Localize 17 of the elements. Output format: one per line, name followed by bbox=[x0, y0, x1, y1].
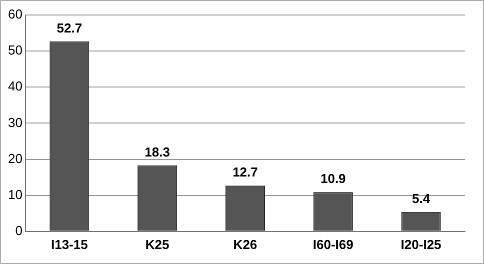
data-label: 52.7 bbox=[56, 20, 82, 36]
y-tick-label: 60 bbox=[8, 6, 22, 22]
y-tick-label: 50 bbox=[8, 42, 22, 58]
y-tick-label: 30 bbox=[8, 114, 22, 130]
data-label: 10.9 bbox=[320, 171, 346, 186]
data-label: 18.3 bbox=[144, 144, 170, 160]
y-tick-label: 40 bbox=[8, 78, 22, 94]
data-label: 12.7 bbox=[232, 164, 258, 180]
x-tick-label: I60-I69 bbox=[312, 236, 354, 252]
x-tick-label: I13-15 bbox=[50, 236, 88, 252]
y-tick-label: 10 bbox=[8, 186, 22, 202]
x-tick-label: K25 bbox=[145, 236, 170, 252]
x-tick-label: K26 bbox=[233, 236, 258, 252]
y-tick-label: 20 bbox=[8, 150, 22, 166]
data-label: 5.4 bbox=[412, 191, 431, 206]
y-tick-label: 0 bbox=[15, 222, 22, 238]
x-tick-label: I20-I25 bbox=[400, 236, 442, 252]
